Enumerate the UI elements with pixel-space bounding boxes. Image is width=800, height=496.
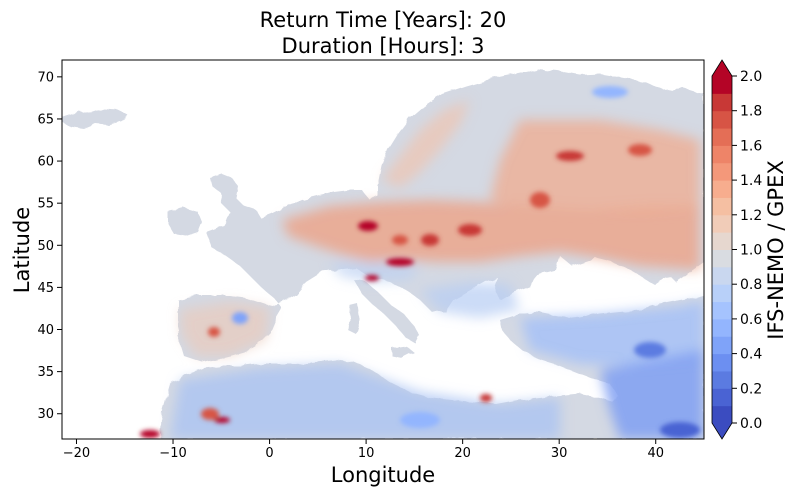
- colorbar-segment: [712, 353, 732, 372]
- colorbar-ticks: 0.0 0.2 0.4 0.6 0.8 1.0 1.2 1.4 1.6 1.8 2.0: [732, 69, 762, 432]
- colorbar-segment: [712, 318, 732, 337]
- y-tick-label: 30: [37, 407, 54, 422]
- land-italy: [354, 280, 420, 344]
- land-great-britain: [210, 174, 262, 236]
- hotspot-czech: [392, 235, 408, 245]
- y-tick-label: 50: [37, 239, 54, 254]
- map-data-field: [62, 69, 704, 439]
- hotspot-russia-east: [628, 144, 652, 156]
- colorbar-label: IFS-NEMO / GPEX: [764, 160, 788, 339]
- y-axis: 30 35 40 45 50 55 60 65 70: [37, 70, 62, 422]
- colorbar-segment: [712, 145, 732, 164]
- x-tick-label: 20: [454, 446, 471, 461]
- field-hotspots: [140, 86, 700, 438]
- colorbar-segment: [712, 266, 732, 285]
- hotspot-morocco: [201, 408, 219, 420]
- hotspot-russia-north: [556, 151, 584, 161]
- y-axis-label: Latitude: [10, 207, 34, 293]
- coldspot-libya: [400, 412, 440, 428]
- colorbar-segment: [712, 76, 732, 94]
- field-broad-patterns: [170, 100, 704, 439]
- colorbar: 0.0 0.2 0.4 0.6 0.8 1.0 1.2 1.4 1.6 1.8 2.0 IFS-NE…: [711, 59, 788, 440]
- colorbar-segment: [712, 162, 732, 181]
- colorbar-segment: [712, 301, 732, 320]
- colorbar-segment: [712, 336, 732, 355]
- x-tick-label: 10: [358, 446, 375, 461]
- plot-area: −20 −10 0 10 20 30 40 30 35 40 45 50 55 60 65 70 Longi…: [10, 59, 705, 487]
- pattern-iberia: [180, 302, 270, 356]
- hotspot-germany: [358, 221, 378, 231]
- hotspot-alps: [365, 275, 379, 281]
- y-tick-label: 35: [37, 365, 54, 380]
- hotspot-poland: [421, 234, 439, 246]
- coldspot-russia-north: [592, 86, 628, 98]
- pattern-scandinavia: [382, 100, 470, 188]
- x-tick-label: 40: [647, 446, 664, 461]
- pattern-middle-east: [600, 350, 704, 439]
- land-sicily: [392, 346, 414, 358]
- y-tick-label: 40: [37, 323, 54, 338]
- colorbar-segment: [712, 180, 732, 198]
- coldspot-syria: [634, 342, 666, 358]
- colorbar-segment: [712, 197, 732, 216]
- colorbar-under-extend-arrow: [712, 423, 732, 439]
- pattern-central-europe: [282, 200, 700, 270]
- colorbar-segment: [712, 370, 732, 389]
- colorbar-tick-label: 1.2: [740, 208, 762, 224]
- y-tick-label: 55: [37, 197, 54, 212]
- colorbar-tick-label: 0.6: [740, 312, 762, 328]
- colorbar-segment: [712, 110, 732, 129]
- colorbar-tick-label: 0.8: [740, 277, 762, 293]
- colorbar-tick-label: 1.8: [740, 104, 762, 120]
- colorbar-segments: [712, 76, 732, 424]
- colorbar-segment: [712, 93, 732, 112]
- y-tick-label: 60: [37, 155, 54, 170]
- pattern-alps: [330, 262, 420, 282]
- colorbar-tick-label: 0.2: [740, 381, 762, 397]
- land-iceland: [62, 109, 128, 129]
- colorbar-tick-label: 2.0: [740, 69, 762, 85]
- pattern-balkans: [420, 282, 520, 318]
- pattern-north-africa: [170, 364, 560, 439]
- chart-title-line2: Duration [Hours]: 3: [282, 34, 485, 58]
- land-ireland: [168, 208, 202, 236]
- hotspot-ukraine: [530, 192, 550, 208]
- y-tick-label: 65: [37, 112, 54, 127]
- x-tick-label: −10: [159, 446, 186, 461]
- coldspot-iberia: [232, 312, 248, 324]
- hotspot-iberia: [208, 327, 220, 337]
- colorbar-tick-label: 0.0: [740, 416, 762, 432]
- hotspot-carpathians: [386, 258, 414, 266]
- colorbar-tick-label: 1.0: [740, 243, 762, 259]
- colorbar-segment: [712, 214, 732, 233]
- plot-frame: [61, 59, 705, 440]
- y-tick-label: 70: [37, 70, 54, 85]
- colorbar-segment: [712, 128, 732, 146]
- x-axis-label: Longitude: [331, 463, 435, 487]
- colorbar-segment: [712, 284, 732, 303]
- colorbar-tick-label: 1.4: [740, 173, 762, 189]
- colorbar-over-extend-arrow: [712, 60, 732, 76]
- hotspot-atlas: [214, 417, 230, 423]
- colorbar-segment: [712, 232, 732, 250]
- y-tick-label: 45: [37, 281, 54, 296]
- colorbar-tick-label: 1.6: [740, 138, 762, 154]
- hotspot-canary: [140, 430, 160, 438]
- hotspot-baltic: [458, 224, 482, 236]
- land-sardinia: [348, 304, 360, 334]
- x-tick-label: −20: [63, 446, 90, 461]
- x-tick-label: 0: [265, 446, 273, 461]
- colorbar-segment: [712, 405, 732, 424]
- colorbar-segment: [712, 249, 732, 268]
- x-tick-label: 30: [551, 446, 568, 461]
- colorbar-segment: [712, 388, 732, 407]
- colorbar-tick-label: 0.4: [740, 347, 762, 363]
- chart-title-line1: Return Time [Years]: 20: [260, 8, 507, 32]
- hotspot-tunisia: [480, 394, 492, 402]
- x-axis: −20 −10 0 10 20 30 40: [63, 439, 664, 461]
- pattern-east-europe: [490, 120, 700, 214]
- coldspot-saudi: [660, 422, 700, 438]
